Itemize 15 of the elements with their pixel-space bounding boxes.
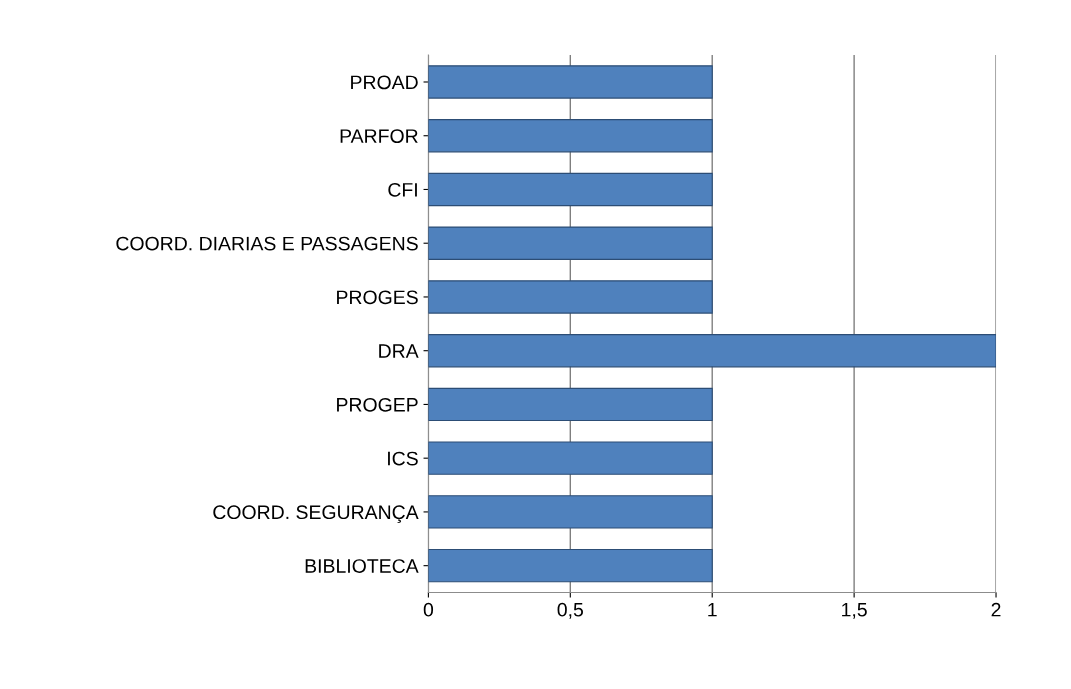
y-tick-label: DRA xyxy=(379,344,419,358)
x-tick-label: 2 xyxy=(991,602,1001,617)
y-tick-label: PARFOR xyxy=(340,129,418,143)
y-tick-label: ICS xyxy=(388,451,418,466)
x-tick-label: 0 xyxy=(423,602,434,617)
y-tick-label: BIBLIOTECA xyxy=(305,559,419,573)
y-tick-label: COORD. DIARIAS E PASSAGENS xyxy=(116,236,418,251)
y-tick-label: CFI xyxy=(388,182,417,197)
x-tick-label: 0,5 xyxy=(557,602,584,619)
y-tick-label: COORD. SEGURANÇA xyxy=(213,505,419,524)
y-tick-label: PROAD xyxy=(351,75,418,90)
x-tick-label: 1 xyxy=(708,602,717,617)
y-tick-label: PROGEP xyxy=(337,397,418,412)
x-tick-label: 1,5 xyxy=(842,602,867,619)
y-tick-label: PROGES xyxy=(337,290,418,305)
